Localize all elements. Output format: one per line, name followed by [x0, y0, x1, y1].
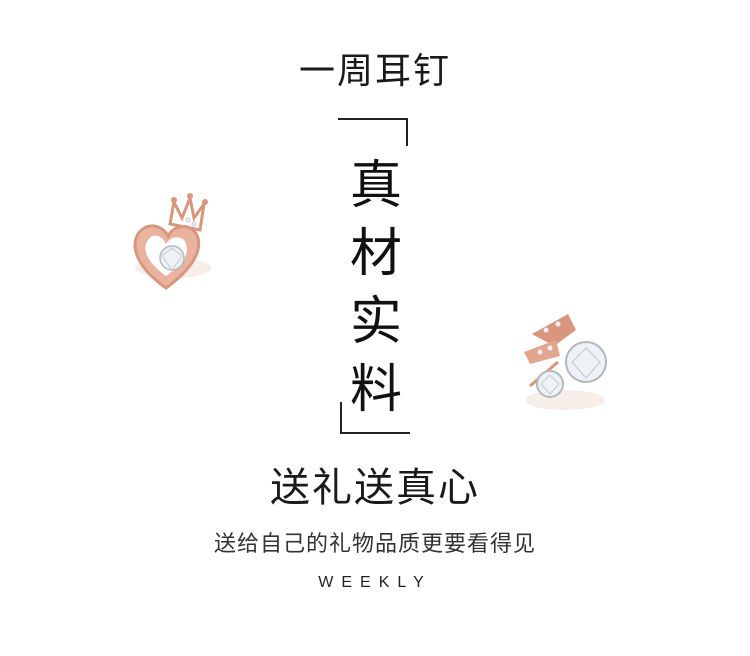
feature-char-3: 实 — [349, 292, 402, 352]
slogan-sub: 送给自己的礼物品质更要看得见 — [213, 532, 536, 557]
arrow-crystal-earring-icon — [510, 300, 620, 420]
feature-char-1: 真 — [349, 156, 402, 216]
feature-vertical-text: 真 材 实 料 — [338, 118, 410, 434]
bracket-bottom-left — [340, 402, 410, 434]
slogan-main: 送礼送真心 — [270, 465, 480, 511]
heart-crown-earring-icon — [128, 190, 238, 300]
brand-label: WEEKLY — [318, 574, 432, 591]
page-title: 一周耳钉 — [298, 51, 451, 92]
feature-char-2: 材 — [349, 224, 402, 284]
feature-char-4: 料 — [349, 360, 402, 420]
bracket-top-right — [338, 118, 408, 146]
